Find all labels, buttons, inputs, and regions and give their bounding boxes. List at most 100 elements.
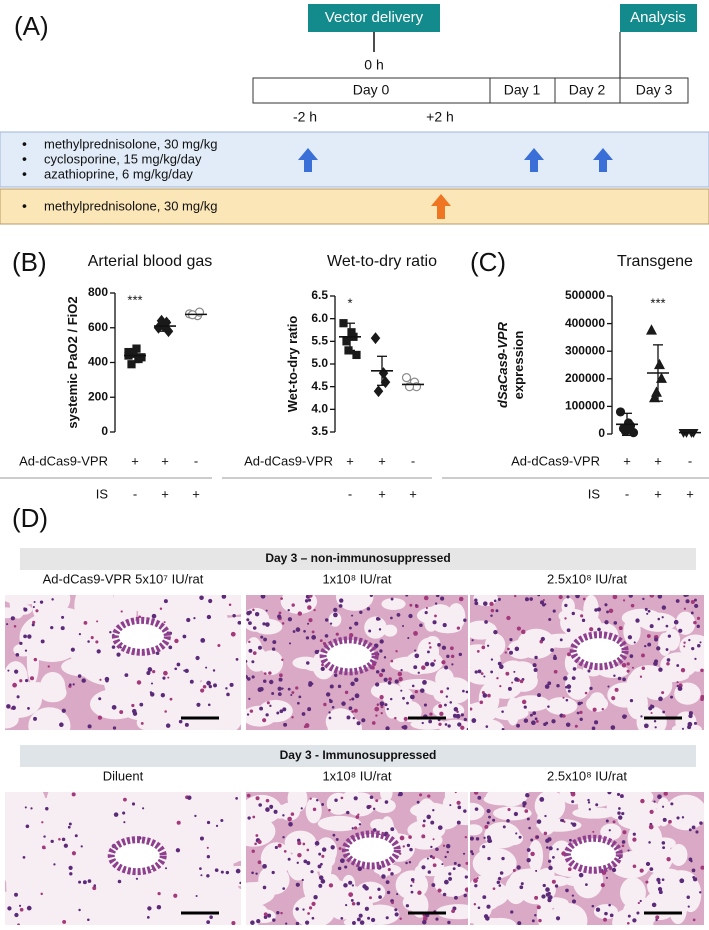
nucleus xyxy=(330,845,335,850)
nucleus xyxy=(41,821,44,824)
nucleus xyxy=(409,847,413,852)
y-tick-label: 3.5 xyxy=(311,424,328,438)
dot-plot: Arterial blood gas 0 200 400 600 800 systemic … xyxy=(0,253,212,501)
nucleus xyxy=(298,695,302,699)
condition-mark: - xyxy=(411,453,415,468)
nucleus xyxy=(442,623,447,628)
nucleus xyxy=(493,599,497,603)
y-axis-label-line: systemic PaO2 / FiO2 xyxy=(65,296,80,428)
nucleus xyxy=(265,713,269,717)
nucleus xyxy=(189,679,194,684)
nucleus xyxy=(533,667,538,672)
nucleus xyxy=(165,723,171,728)
nucleus xyxy=(656,646,661,651)
nucleus xyxy=(657,887,663,892)
nucleus xyxy=(618,815,623,820)
nucleus xyxy=(394,679,399,684)
nucleus xyxy=(339,598,344,603)
nucleus xyxy=(248,621,252,626)
nucleus xyxy=(207,703,211,707)
nucleus xyxy=(328,698,332,701)
nucleus xyxy=(676,816,680,820)
day-label: Day 3 xyxy=(636,82,673,98)
nucleus xyxy=(423,595,429,601)
nucleus xyxy=(618,626,623,631)
nucleus xyxy=(408,861,412,864)
nucleus xyxy=(692,918,696,922)
svg-text:•: • xyxy=(22,166,27,182)
regimen-item: methylprednisolone, 30 mg/kg xyxy=(44,136,217,151)
nucleus xyxy=(683,645,686,648)
day-label: Day 1 xyxy=(504,82,541,98)
nucleus xyxy=(457,722,462,727)
nucleus xyxy=(658,696,663,702)
nucleus xyxy=(287,608,290,612)
nucleus xyxy=(680,668,686,673)
data-point xyxy=(373,385,384,398)
nucleus xyxy=(252,608,255,612)
nucleus xyxy=(644,607,648,611)
nucleus xyxy=(457,805,462,810)
nucleus xyxy=(246,713,250,716)
air-space xyxy=(484,917,517,925)
nucleus xyxy=(313,894,318,900)
nucleus xyxy=(653,661,658,666)
air-space xyxy=(346,595,365,611)
nucleus xyxy=(300,807,303,810)
nucleus xyxy=(136,680,142,685)
nucleus xyxy=(562,696,565,699)
nucleus xyxy=(262,622,266,626)
air-space xyxy=(627,820,663,857)
nucleus xyxy=(200,874,203,877)
nucleus xyxy=(425,606,428,610)
nucleus xyxy=(662,710,666,714)
nucleus xyxy=(43,835,46,838)
condition-mark: + xyxy=(161,486,169,501)
nucleus xyxy=(454,895,458,900)
nucleus xyxy=(551,879,556,884)
nucleus xyxy=(120,610,123,613)
data-point xyxy=(342,337,351,346)
nucleus xyxy=(587,798,590,802)
nucleus xyxy=(563,820,566,823)
nucleus xyxy=(567,652,571,657)
condition-mark: - xyxy=(194,453,198,468)
airway xyxy=(111,616,171,656)
nucleus xyxy=(163,670,168,676)
nucleus xyxy=(341,701,346,706)
nucleus xyxy=(499,664,504,670)
nucleus xyxy=(328,883,334,888)
nucleus xyxy=(263,912,268,917)
nucleus xyxy=(206,846,209,849)
nucleus xyxy=(477,906,481,910)
nucleus xyxy=(626,662,630,666)
nucleus xyxy=(329,684,334,689)
nucleus xyxy=(266,701,270,705)
air-space xyxy=(279,802,300,821)
nucleus xyxy=(50,839,54,844)
nucleus xyxy=(458,652,463,657)
nucleus xyxy=(168,645,173,650)
nucleus xyxy=(650,704,653,708)
nucleus xyxy=(442,844,446,847)
nucleus xyxy=(335,632,339,636)
air-space xyxy=(147,708,206,727)
nucleus xyxy=(526,858,531,863)
nucleus xyxy=(149,691,153,694)
airway xyxy=(341,830,401,870)
day-label: Day 0 xyxy=(353,82,390,98)
nucleus xyxy=(560,818,563,822)
air-space xyxy=(487,675,523,699)
nucleus xyxy=(460,725,465,730)
histology-image xyxy=(470,595,704,730)
nucleus xyxy=(653,720,657,723)
nucleus xyxy=(235,868,241,874)
nucleus xyxy=(452,867,456,871)
nucleus xyxy=(31,623,35,627)
nucleus xyxy=(291,603,295,607)
nucleus xyxy=(375,670,380,674)
air-space xyxy=(505,875,527,905)
nucleus xyxy=(78,880,82,884)
nucleus xyxy=(477,795,482,800)
nucleus xyxy=(163,599,168,604)
